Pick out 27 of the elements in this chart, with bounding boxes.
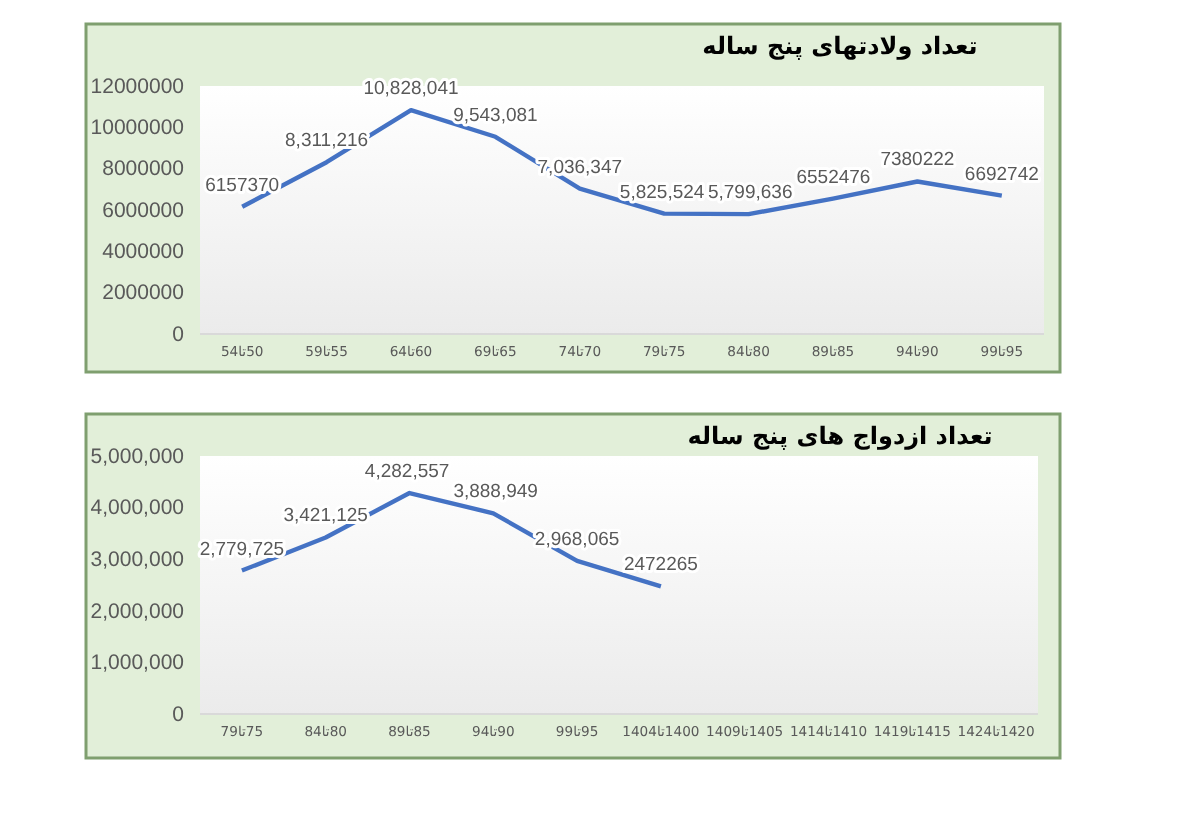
data-label: 9,543,081 xyxy=(453,104,538,127)
chart-title: تعداد ازدواج های پنج ساله xyxy=(687,422,993,450)
data-label: 2472265 xyxy=(623,554,698,577)
y-tick-label: 1,000,000 xyxy=(90,651,185,676)
y-tick-label: 6000000 xyxy=(102,198,185,223)
data-label: 2,779,725 xyxy=(199,538,285,561)
y-tick-label: 0 xyxy=(172,702,185,727)
y-tick-label: 12000000 xyxy=(90,74,185,99)
y-tick-label: 4,000,000 xyxy=(90,496,185,521)
y-tick-label: 8000000 xyxy=(102,157,185,182)
data-label: 6157370 xyxy=(205,174,280,197)
y-tick-label: 3,000,000 xyxy=(90,547,185,572)
data-label: 5,825,524 xyxy=(619,181,705,204)
data-label: 5,799,636 xyxy=(707,182,793,205)
y-tick-label: 5,000,000 xyxy=(90,444,185,469)
data-label: 6692742 xyxy=(964,163,1039,186)
y-tick-label: 2,000,000 xyxy=(90,599,185,624)
y-tick-label: 4000000 xyxy=(102,240,185,265)
y-tick-label: 10000000 xyxy=(90,116,185,141)
chart-title: تعداد ولادتهای پنج ساله xyxy=(702,32,978,60)
data-label: 3,888,949 xyxy=(453,481,538,504)
y-tick-label: 0 xyxy=(172,322,185,347)
data-label: 4,282,557 xyxy=(364,461,450,484)
data-label: 10,828,041 xyxy=(363,78,459,101)
data-label: 7380222 xyxy=(880,149,955,172)
y-tick-label: 2000000 xyxy=(102,281,185,306)
data-label: 6552476 xyxy=(796,166,871,189)
